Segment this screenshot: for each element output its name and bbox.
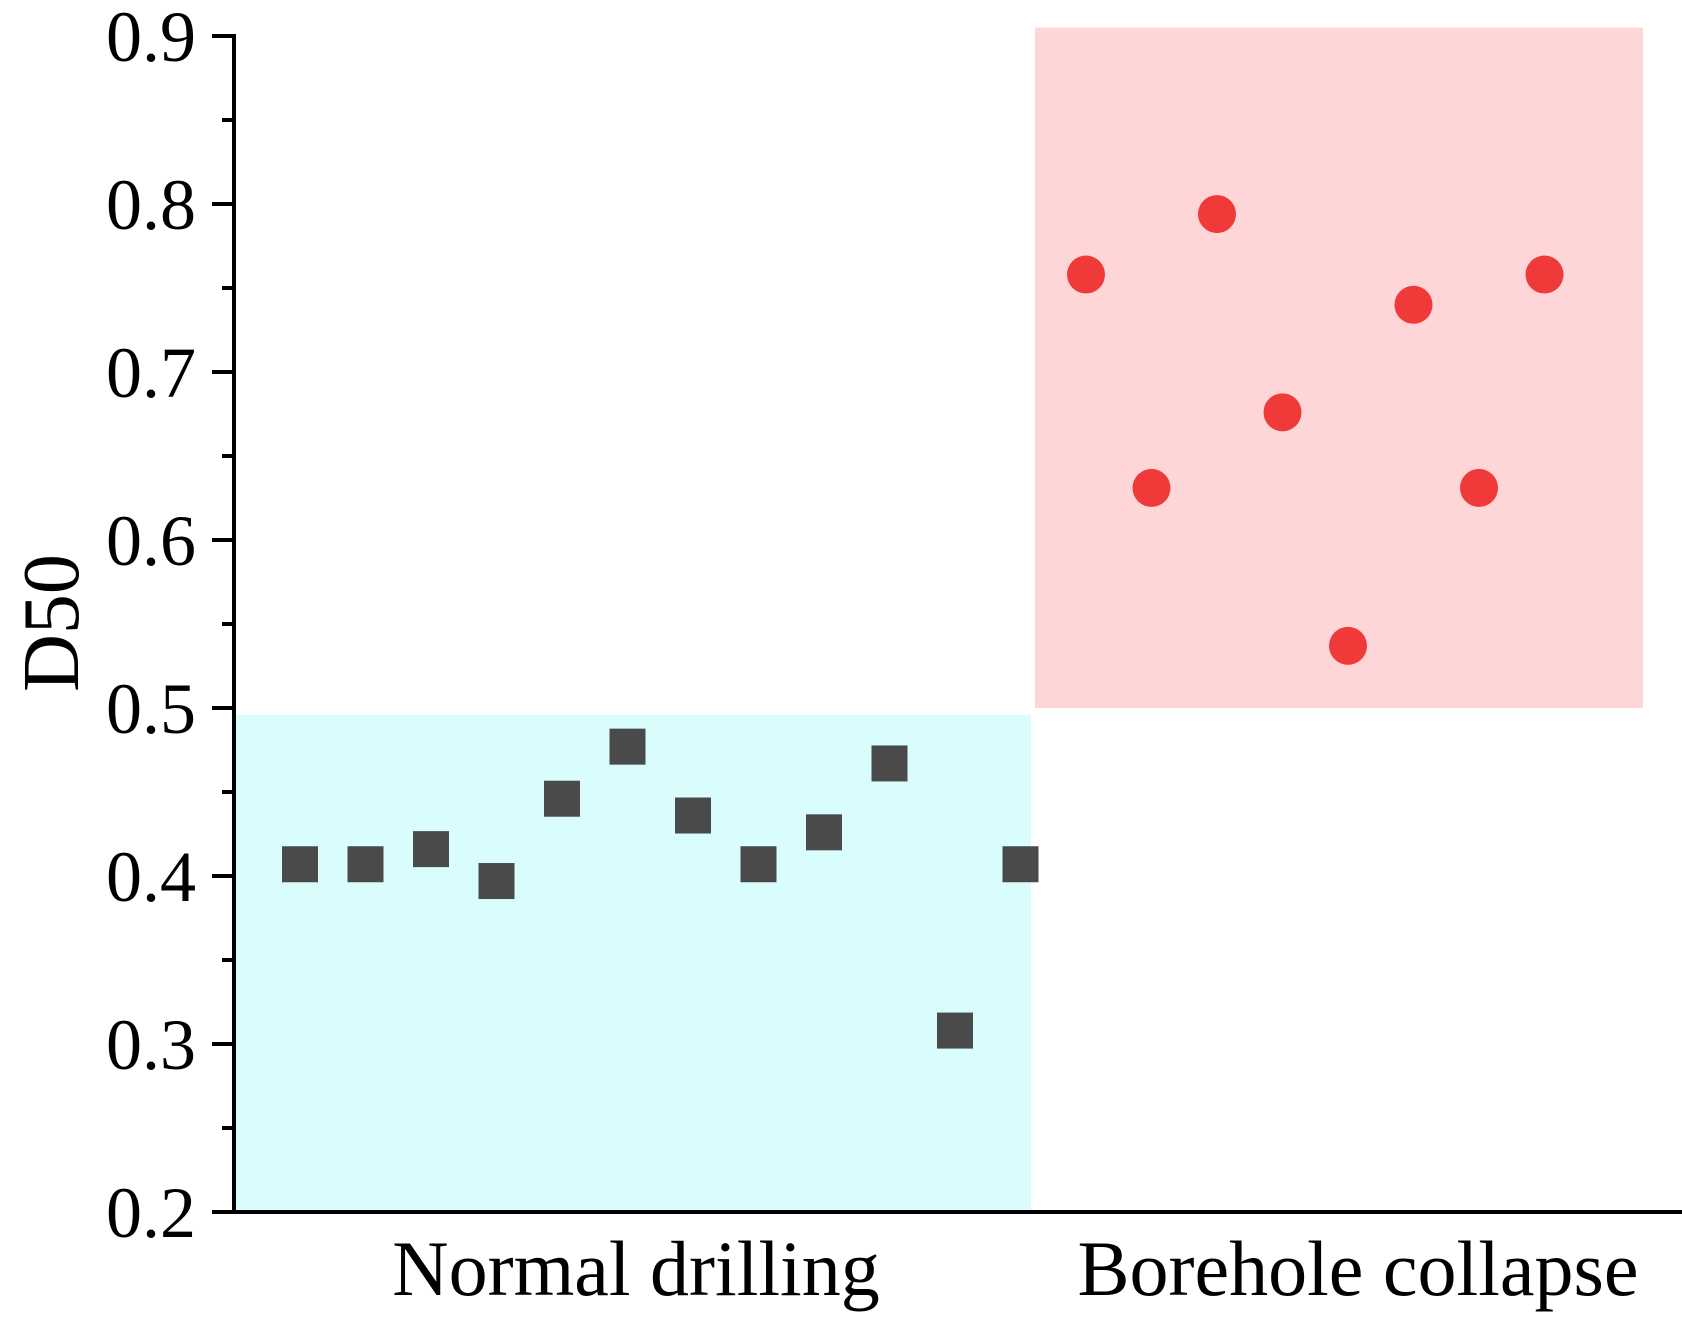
data-point-normal-drilling (544, 780, 580, 817)
data-point-normal-drilling (413, 831, 449, 868)
data-point-normal-drilling (740, 846, 777, 883)
data-point-borehole-collapse (1329, 626, 1367, 665)
y-axis-tick-labels: 0.2 0.3 0.4 0.5 0.6 0.7 0.8 0.9 (106, 0, 196, 1253)
data-point-normal-drilling (675, 797, 711, 834)
data-point-normal-drilling (347, 846, 384, 883)
data-point-borehole-collapse (1394, 285, 1433, 324)
category-label-normal-drilling: Normal drilling (392, 1225, 879, 1312)
data-point-normal-drilling (806, 814, 842, 851)
data-point-borehole-collapse (1132, 468, 1171, 507)
data-point-normal-drilling (871, 745, 908, 782)
data-point-borehole-collapse (1198, 195, 1236, 234)
y-tick-label: 0.9 (106, 0, 196, 77)
data-point-normal-drilling (282, 846, 318, 883)
region-normal-drilling (236, 714, 1031, 1212)
data-points (282, 195, 1564, 1049)
y-tick-label: 0.5 (106, 669, 196, 749)
y-tick-label: 0.4 (106, 837, 196, 917)
data-point-borehole-collapse (1525, 255, 1564, 294)
y-tick-label: 0.6 (106, 501, 196, 581)
data-point-normal-drilling (1002, 846, 1039, 883)
y-tick-label: 0.2 (106, 1173, 196, 1253)
data-point-normal-drilling (937, 1012, 973, 1049)
data-point-borehole-collapse (1067, 255, 1105, 294)
y-tick-label: 0.3 (106, 1005, 196, 1085)
data-point-normal-drilling (609, 728, 646, 765)
y-axis-ticks (212, 34, 234, 1214)
y-tick-label: 0.7 (106, 333, 196, 413)
category-regions (236, 27, 1643, 1212)
category-label-borehole-collapse: Borehole collapse (1078, 1225, 1639, 1312)
data-point-normal-drilling (478, 863, 515, 900)
y-axis-title: D50 (8, 554, 96, 692)
data-point-borehole-collapse (1460, 468, 1498, 507)
y-tick-label: 0.8 (106, 165, 196, 245)
region-borehole-collapse (1035, 27, 1643, 709)
data-point-borehole-collapse (1263, 393, 1302, 432)
